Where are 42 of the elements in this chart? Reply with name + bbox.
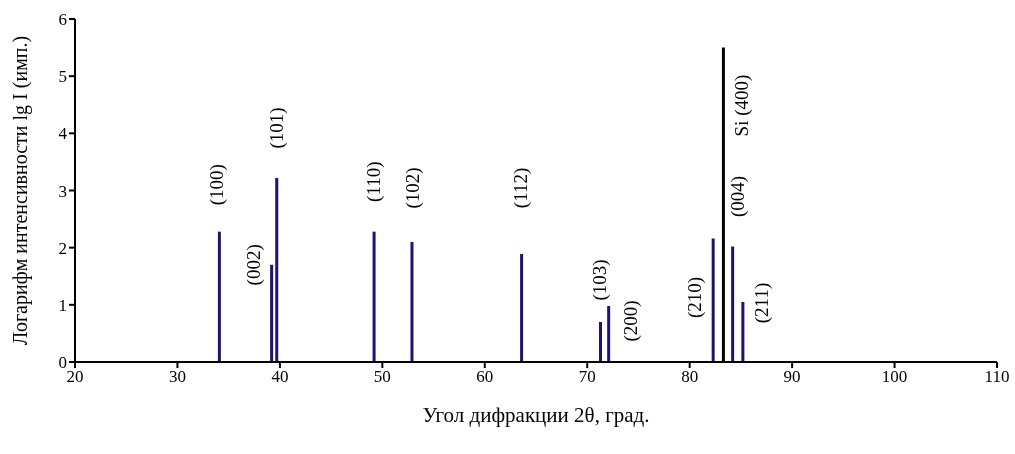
annotation: Si (400) <box>730 74 753 137</box>
bar <box>598 321 602 362</box>
y-tick-label: 5 <box>58 67 67 87</box>
annotation: (002) <box>243 244 266 286</box>
bar <box>372 231 376 362</box>
bar <box>270 264 274 362</box>
annotation: (210) <box>683 276 706 319</box>
y-tick-label: 6 <box>58 10 67 30</box>
x-axis-title: Угол дифракции 2θ, град. <box>422 403 650 427</box>
y-tick-label: 4 <box>58 124 68 144</box>
annotation: (103) <box>589 259 612 301</box>
x-tick-label: 50 <box>373 367 391 387</box>
bar <box>731 246 735 362</box>
x-tick-label: 60 <box>476 367 494 387</box>
bar <box>217 231 221 362</box>
x-tick-label: 30 <box>168 367 186 387</box>
bar <box>741 301 745 362</box>
bar <box>275 177 279 362</box>
bar <box>711 238 715 362</box>
bar <box>410 241 414 362</box>
x-tick-label: 100 <box>881 367 908 387</box>
x-tick-label: 110 <box>984 367 1010 387</box>
annotation: (112) <box>510 167 533 209</box>
y-tick-label: 2 <box>58 238 67 258</box>
annotation: (004) <box>727 175 750 218</box>
x-tick-label: 20 <box>66 367 84 387</box>
annotation: (101) <box>266 107 289 149</box>
x-tick-label: 80 <box>681 367 699 387</box>
x-tick-label: 40 <box>271 367 289 387</box>
y-tick-label: 1 <box>58 295 67 315</box>
bar <box>607 305 611 362</box>
y-tick-label: 0 <box>58 353 67 373</box>
x-tick-label: 70 <box>578 367 596 387</box>
y-tick-label: 3 <box>58 181 67 201</box>
annotation: (200) <box>620 300 643 342</box>
x-tick-label: 90 <box>783 367 801 387</box>
y-axis-title: Логарифм интенсивности lg I (имп.) <box>9 35 33 346</box>
annotation: (100) <box>205 164 228 206</box>
annotation: (110) <box>362 161 385 202</box>
bar <box>520 253 524 362</box>
annotation: (211) <box>751 282 774 324</box>
annotation: (102) <box>401 167 424 209</box>
